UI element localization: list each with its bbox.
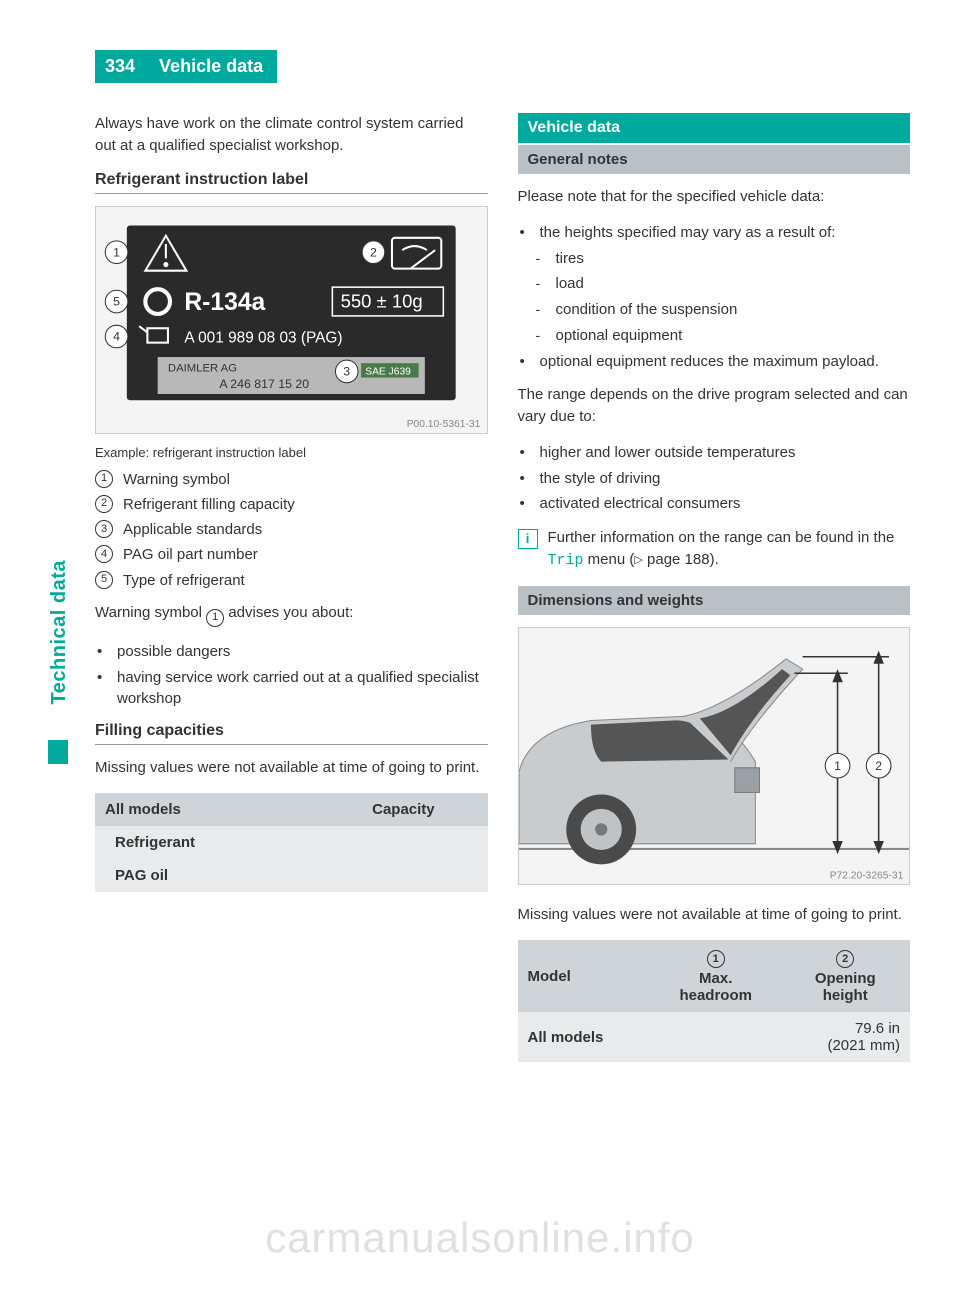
bullet-text: load [556,273,584,295]
label-weight: 550 ± 10g [341,290,423,311]
info-text: Further information on the range can be … [548,527,911,572]
callout-text: Warning symbol [123,468,230,491]
label-part-number: A 001 989 08 03 (PAG) [184,329,342,346]
svg-text:3: 3 [343,364,350,378]
callout-num-icon: 2 [95,495,113,513]
bullet-text: the style of driving [540,468,661,490]
range-bullets: •higher and lower outside temperatures •… [520,442,911,515]
svg-text:2: 2 [370,245,377,259]
bullet-text: possible dangers [117,641,230,663]
content-columns: Always have work on the climate control … [95,113,910,1076]
right-column: Vehicle data General notes Please note t… [518,113,911,1076]
sub-heading: General notes [518,145,911,174]
bullet-text: tires [556,248,584,270]
intro-text: Always have work on the climate control … [95,113,488,157]
svg-text:4: 4 [113,329,120,343]
bullet-text: the heights specified may vary as a resu… [540,222,836,244]
table-cell [319,826,487,859]
page-header: 334 Vehicle data [95,50,910,83]
table-header: Model [518,940,651,1012]
table-header: Capacity [319,793,487,826]
warning-intro: Warning symbol 1 advises you about: [95,602,488,627]
heading-refrigerant-label: Refrigerant instruction label [95,171,488,189]
side-tab-label: Technical data [48,560,71,704]
bullet-text: higher and lower outside temperatures [540,442,796,464]
callout-text: PAG oil part number [123,543,258,566]
svg-text:5: 5 [113,294,120,308]
dimensions-note: Missing values were not available at tim… [518,904,911,926]
manual-page: 334 Vehicle data Technical data Always h… [0,0,960,1302]
callout-num-icon: 5 [95,571,113,589]
table-dimensions: Model 1 Max. headroom 2 Opening height A… [518,940,911,1062]
page-number: 334 [95,50,145,83]
general-intro: Please note that for the specified vehic… [518,186,911,208]
left-column: Always have work on the climate control … [95,113,488,1076]
table-header: All models [95,793,319,826]
warning-bullets: •possible dangers •having service work c… [97,641,488,710]
callout-text: Type of refrigerant [123,569,245,592]
callout-num-icon: 4 [95,545,113,563]
link-trip-menu[interactable]: Trip [548,552,584,569]
svg-text:1: 1 [834,758,841,772]
table-row-label: Refrigerant [95,826,319,859]
label-manufacturer: DAIMLER AG [168,362,237,374]
watermark: carmanualsonline.info [0,1214,960,1262]
figure-vehicle-dimensions: 1 2 P72.20-3265-31 [518,627,911,886]
figure-id: P00.10-5361-31 [407,418,481,429]
heading-filling-capacities: Filling capacities [95,722,488,740]
side-tab-marker [48,740,68,764]
table-cell [651,1012,781,1062]
filling-note: Missing values were not available at tim… [95,757,488,779]
callout-text: Applicable standards [123,518,262,541]
svg-text:2: 2 [875,758,882,772]
rule [95,744,488,745]
callout-num-icon: 1 [95,470,113,488]
sub-heading: Dimensions and weights [518,586,911,615]
table-header: 1 Max. headroom [651,940,781,1012]
height-bullets: •the heights specified may vary as a res… [520,222,911,373]
range-intro: The range depends on the drive program s… [518,384,911,428]
table-cell: 79.6 in (2021 mm) [780,1012,910,1062]
table-header: 2 Opening height [780,940,910,1012]
figure-caption: Example: refrigerant instruction label [95,445,488,460]
label-code: A 246 817 15 20 [219,376,309,390]
table-filling-capacities: All models Capacity Refrigerant PAG oil [95,793,488,892]
info-icon: i [518,529,538,549]
bullet-text: optional equipment [556,325,683,347]
figure-refrigerant-label: R-134a 550 ± 10g A 001 989 08 03 (PAG) D… [95,206,488,434]
figure-id: P72.20-3265-31 [829,870,903,881]
label-sae: SAE J639 [365,366,411,377]
callout-list: 1 Warning symbol 2 Refrigerant filling cap… [95,468,488,592]
info-note: i Further information on the range can b… [518,527,911,572]
bullet-text: condition of the suspension [556,299,738,321]
svg-text:1: 1 [113,245,120,259]
table-row-label: All models [518,1012,651,1062]
table-cell [319,859,487,892]
table-row-label: PAG oil [95,859,319,892]
bullet-text: activated electrical consumers [540,493,741,515]
bullet-text: having service work carried out at a qua… [117,667,488,711]
rule [95,193,488,194]
section-heading: Vehicle data [518,113,911,143]
label-refrigerant-type: R-134a [184,288,265,315]
page-title: Vehicle data [145,50,277,83]
callout-text: Refrigerant filling capacity [123,493,295,516]
callout-num-icon: 3 [95,520,113,538]
bullet-text: optional equipment reduces the maximum p… [540,351,879,373]
